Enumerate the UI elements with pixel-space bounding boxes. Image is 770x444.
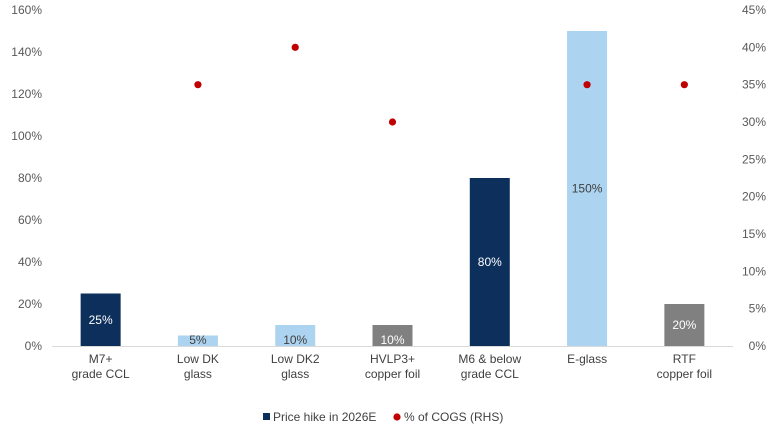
bar-data-label: 5% — [189, 333, 207, 347]
bar — [372, 325, 413, 346]
right-axis-tick: 35% — [742, 78, 766, 92]
left-axis-tick: 100% — [11, 129, 42, 143]
category-label-line: grade CCL — [72, 367, 130, 381]
legend: Price hike in 2026E % of COGS (RHS) — [263, 410, 503, 424]
category-label-line: E-glass — [567, 352, 607, 366]
right-axis-tick: 0% — [749, 339, 767, 353]
right-axis-tick: 30% — [742, 115, 766, 129]
category-label-line: RTF — [673, 352, 696, 366]
right-axis-tick: 20% — [742, 190, 766, 204]
legend-swatch-cogs — [393, 413, 401, 421]
bar — [275, 325, 316, 346]
left-axis-tick: 120% — [11, 87, 42, 101]
left-axis-tick: 40% — [18, 255, 42, 269]
left-axis-tick: 60% — [18, 213, 42, 227]
category-label-line: HVLP3+ — [370, 352, 415, 366]
left-axis-tick: 20% — [18, 297, 42, 311]
bar — [664, 304, 705, 346]
bar — [177, 335, 218, 346]
bar-data-label: 25% — [89, 313, 113, 327]
right-axis-tick: 15% — [742, 227, 766, 241]
legend-label-price-hike: Price hike in 2026E — [273, 410, 376, 424]
category-label: Low DK glass — [177, 352, 219, 381]
right-axis-tick: 45% — [742, 3, 766, 17]
bar-data-label: 10% — [380, 333, 404, 347]
category-label-line: M6 & below — [458, 352, 521, 366]
legend-swatch-price-hike — [263, 413, 270, 420]
cogs-point — [194, 81, 202, 89]
left-axis: 0% 20% 40% 60% 80% 100% 120% 140% 160% — [11, 3, 42, 353]
category-label-line: Low DK — [177, 352, 219, 366]
category-label: Low DK2 glass — [271, 352, 320, 381]
cogs-series — [194, 43, 688, 126]
cogs-point — [291, 43, 299, 51]
category-label-line: glass — [184, 367, 212, 381]
left-axis-tick: 80% — [18, 171, 42, 185]
category-label-line: copper foil — [365, 367, 420, 381]
category-label: M6 & below grade CCL — [458, 352, 521, 381]
category-label-line: grade CCL — [461, 367, 519, 381]
cogs-point — [680, 81, 688, 89]
category-label: M7+ grade CCL — [72, 352, 130, 381]
category-label-line: Low DK2 — [271, 352, 320, 366]
bar-data-label: 10% — [283, 333, 307, 347]
bar — [80, 293, 121, 346]
category-label-line: glass — [281, 367, 309, 381]
category-label-line: M7+ — [89, 352, 113, 366]
bars-series — [80, 31, 705, 346]
cogs-point — [388, 118, 397, 126]
bar — [469, 178, 510, 346]
left-axis-tick: 160% — [11, 3, 42, 17]
right-axis-tick: 40% — [742, 40, 766, 54]
category-label-line: copper foil — [657, 367, 712, 381]
category-label: HVLP3+ copper foil — [365, 352, 420, 381]
right-axis-tick: 10% — [742, 264, 766, 278]
category-label: RTF copper foil — [657, 352, 712, 381]
left-axis-tick: 140% — [11, 45, 42, 59]
right-axis-tick: 5% — [749, 302, 767, 316]
bar-data-label: 20% — [672, 318, 696, 332]
cogs-point — [583, 81, 591, 89]
bar-labels: 25% 5% 10% 10% 80% 150% 20% — [89, 182, 697, 348]
category-label: E-glass — [567, 352, 607, 366]
right-axis: 0% 5% 10% 15% 20% 25% 30% 35% 40% 45% — [742, 3, 766, 353]
legend-label-cogs: % of COGS (RHS) — [404, 410, 503, 424]
bar-data-label: 80% — [478, 255, 502, 269]
bar-data-label: 150% — [572, 182, 603, 196]
left-axis-tick: 0% — [25, 339, 43, 353]
right-axis-tick: 25% — [742, 152, 766, 166]
